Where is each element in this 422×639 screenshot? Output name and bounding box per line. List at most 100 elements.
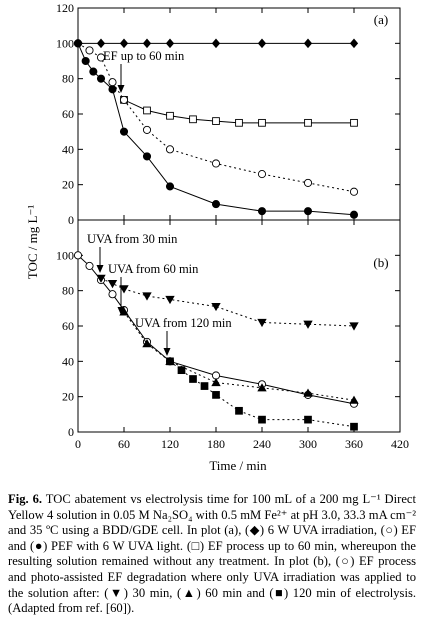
y-tick-label: 0 [68, 213, 74, 227]
y-tick-label: 60 [62, 107, 74, 121]
data-point [142, 125, 152, 134]
series-line [77, 43, 355, 216]
panel-b: 0 20 40 60 80 100 0 60 120 180 240 300 360 420 (b) UVA … [56, 219, 409, 451]
data-point [142, 292, 152, 301]
data-point [257, 318, 267, 328]
data-point [349, 210, 359, 219]
data-point [350, 422, 358, 431]
data-point [143, 106, 151, 115]
data-point [303, 38, 313, 49]
data-point [166, 357, 174, 366]
data-point [257, 383, 267, 392]
data-point [81, 56, 90, 66]
x-axis-title: Time / min [209, 458, 267, 473]
caption-label: Fig. 6. [8, 492, 43, 506]
data-point [303, 388, 313, 397]
annotation-arrowhead [96, 265, 104, 273]
data-point [235, 406, 243, 415]
data-point [119, 127, 129, 136]
data-point [165, 182, 175, 191]
data-point [108, 78, 117, 87]
data-point [350, 118, 358, 127]
panel-label: (a) [374, 12, 388, 27]
annotation-label: UVA from 30 min [87, 232, 178, 246]
data-point [349, 38, 359, 49]
data-point [257, 207, 267, 216]
y-tick-label: 100 [56, 36, 74, 50]
y-tick-label: 80 [62, 72, 74, 86]
panel-a: 0 20 40 60 80 100 120 (a) EF up to 60 min [56, 1, 401, 227]
data-point [258, 118, 266, 127]
data-point [211, 302, 221, 312]
data-point [211, 377, 221, 387]
data-point [258, 415, 266, 424]
data-point [189, 375, 197, 383]
data-point [119, 95, 129, 104]
data-point [142, 152, 152, 161]
data-point [108, 290, 117, 299]
data-point [96, 74, 106, 83]
data-point [211, 159, 221, 168]
data-point [119, 285, 129, 294]
y-tick-label: 100 [56, 248, 74, 262]
x-tick-label: 60 [118, 437, 130, 451]
data-point [107, 279, 118, 289]
data-point [85, 46, 94, 55]
data-point [165, 295, 175, 305]
x-tick-label: 300 [299, 437, 317, 451]
annotation-arrowhead [163, 348, 171, 356]
data-point [96, 274, 106, 283]
data-point [212, 117, 220, 125]
data-point [177, 366, 186, 375]
x-tick-label: 360 [345, 437, 363, 451]
y-tick-label: 40 [62, 354, 74, 368]
annotation-label: UVA from 60 min [108, 262, 199, 276]
figure-chart: 0 20 40 60 80 100 120 (a) EF up to 60 min 0 20 40 6… [25, 1, 409, 473]
data-point [212, 391, 220, 399]
x-tick-label: 420 [391, 437, 409, 451]
caption-text: TOC abatement vs electrolysis time for 1… [8, 492, 417, 616]
y-tick-label: 0 [68, 425, 74, 439]
data-point [211, 38, 221, 49]
data-point [142, 38, 152, 49]
x-tick-label: 240 [253, 437, 271, 451]
series-line [169, 360, 355, 428]
data-point [96, 38, 106, 49]
data-point [73, 251, 83, 260]
y-tick-label: 60 [62, 319, 74, 333]
data-point [85, 261, 94, 270]
data-point [189, 115, 197, 124]
data-point [73, 39, 83, 48]
annotation-arrowhead [117, 307, 125, 315]
data-point [89, 67, 98, 76]
x-tick-label: 180 [207, 437, 225, 451]
data-point [211, 200, 221, 209]
panel-label: (b) [373, 255, 388, 270]
data-point [349, 322, 359, 331]
data-point [349, 187, 359, 196]
data-point [96, 53, 106, 62]
y-tick-label: 80 [62, 284, 74, 298]
data-point [303, 178, 313, 187]
data-point [304, 415, 312, 424]
annotation-label: UVA from 120 min [135, 316, 232, 330]
figure-caption: Fig. 6. TOC abatement vs electrolysis ti… [8, 492, 416, 617]
data-point [200, 382, 209, 390]
annotation-label: EF up to 60 min [103, 49, 185, 63]
data-point [257, 170, 267, 179]
y-tick-label: 120 [56, 1, 74, 15]
data-point [165, 38, 175, 49]
data-point [303, 320, 313, 329]
data-point [349, 395, 359, 404]
data-point [165, 145, 175, 154]
y-tick-label: 20 [62, 178, 74, 192]
series-line [100, 277, 355, 327]
data-point [166, 111, 174, 120]
data-point [142, 339, 152, 348]
data-point [303, 207, 313, 216]
x-tick-label: 0 [75, 437, 81, 451]
data-point [108, 85, 117, 94]
data-point [235, 118, 243, 127]
x-tick-label: 120 [161, 437, 179, 451]
y-axis-title: TOC / mg L⁻¹ [25, 205, 40, 280]
